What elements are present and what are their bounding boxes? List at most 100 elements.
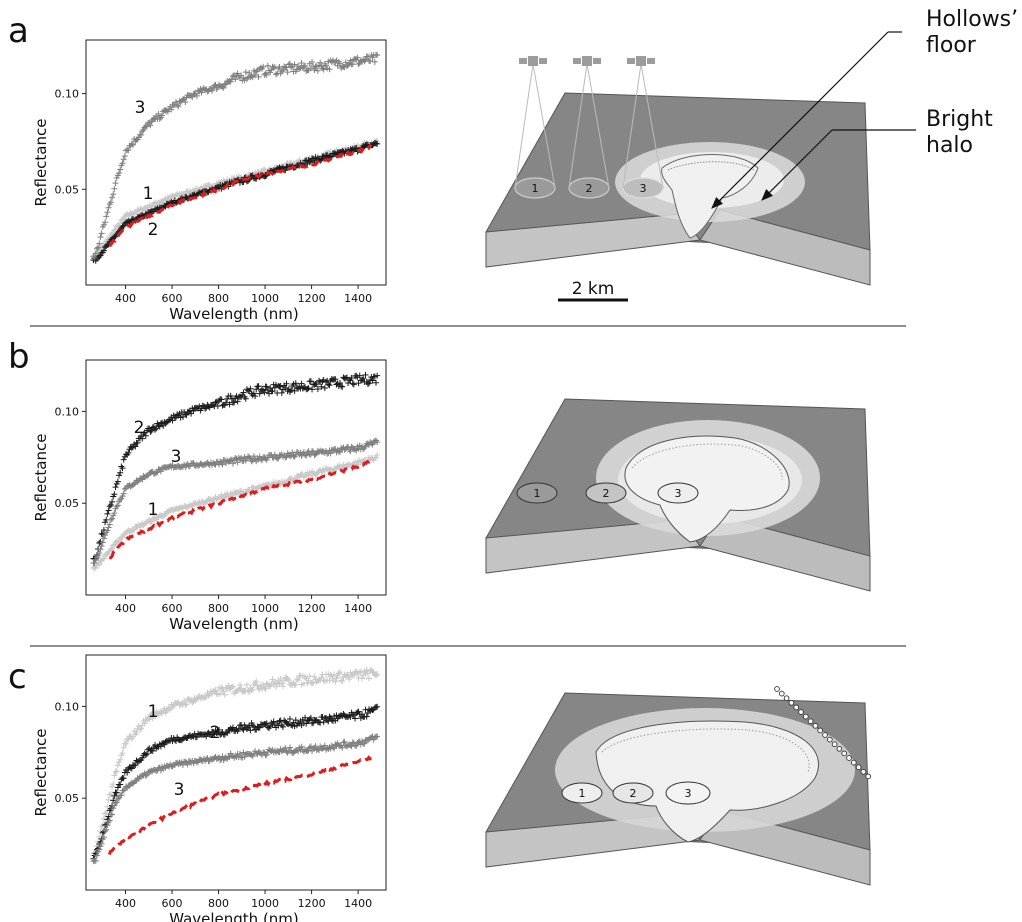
point (104, 527, 111, 534)
point (117, 166, 124, 173)
point (134, 478, 141, 485)
hollow-depression (595, 720, 819, 843)
point (139, 435, 146, 442)
point (100, 247, 107, 254)
point (247, 727, 254, 734)
point (186, 696, 193, 703)
point (190, 407, 197, 414)
point (362, 706, 369, 713)
point (246, 454, 253, 461)
point (125, 147, 132, 154)
point (109, 194, 116, 201)
point (286, 744, 293, 751)
point (361, 740, 368, 747)
point (131, 481, 138, 488)
x-tick-label: 1200 (298, 292, 326, 305)
point (123, 740, 129, 747)
point (357, 668, 364, 675)
point (100, 535, 107, 542)
point (352, 446, 359, 453)
point (113, 768, 120, 775)
point (157, 743, 164, 750)
point (159, 112, 166, 119)
point (283, 380, 290, 387)
series-label-3: 3 (171, 447, 182, 467)
spot-label-2: 2 (630, 787, 637, 800)
point (336, 380, 343, 387)
point (253, 678, 260, 685)
point (242, 69, 249, 76)
y-tick-label: 0.10 (55, 88, 80, 101)
point (340, 739, 347, 746)
series-label-1: 1 (148, 702, 159, 722)
point (363, 713, 370, 720)
point (364, 53, 371, 60)
point (107, 516, 114, 523)
series-label-3: 3 (174, 780, 185, 800)
spectra-chart-b: 400 600 800 1000 1200 1400 0.05 0.10 Wavelength … (32, 359, 387, 633)
point (277, 675, 284, 682)
point (229, 683, 236, 690)
point (110, 191, 117, 198)
point (219, 461, 226, 468)
point (142, 432, 149, 439)
series-label-2: 2 (210, 723, 221, 743)
point (161, 741, 168, 748)
profile-dot (836, 745, 843, 752)
point (312, 451, 319, 458)
series-2 (90, 703, 381, 862)
x-tick-label: 1400 (344, 897, 372, 910)
point (353, 742, 360, 749)
point (362, 371, 369, 378)
point (221, 402, 228, 409)
point (288, 64, 295, 71)
point (298, 743, 305, 750)
point (374, 452, 381, 459)
point (286, 715, 293, 722)
point (212, 687, 219, 694)
point (103, 826, 110, 833)
point (362, 56, 369, 63)
point (347, 57, 354, 64)
point (198, 89, 205, 96)
point (92, 250, 99, 257)
y-axis-label: Reflectance (32, 434, 50, 522)
point (276, 718, 283, 725)
point (302, 62, 309, 69)
point (111, 491, 118, 498)
point (309, 386, 316, 393)
point (298, 380, 305, 387)
point (104, 803, 111, 810)
point (116, 472, 123, 479)
point (327, 450, 334, 457)
point (307, 378, 314, 385)
point (349, 61, 356, 68)
profile-dot (860, 768, 867, 775)
spot-label-1: 1 (579, 787, 586, 800)
hollow-depression (624, 435, 790, 543)
point (374, 372, 381, 379)
y-axis-label: Reflectance (32, 119, 50, 207)
point (152, 713, 159, 720)
panel-letter-a: a (8, 11, 29, 51)
series-3 (90, 51, 381, 261)
point (374, 52, 381, 59)
point (229, 73, 236, 80)
point (121, 485, 128, 492)
point (100, 555, 107, 562)
point (288, 387, 295, 394)
point (112, 484, 119, 491)
point (255, 73, 262, 80)
point (107, 546, 114, 553)
point (328, 716, 335, 723)
point (374, 439, 381, 446)
point (326, 382, 333, 389)
point (174, 102, 181, 109)
point (318, 156, 325, 163)
panel-letter-c: c (8, 657, 27, 697)
point (234, 70, 241, 77)
point (131, 762, 138, 769)
point (366, 675, 373, 682)
spot-label-3: 3 (675, 487, 682, 500)
